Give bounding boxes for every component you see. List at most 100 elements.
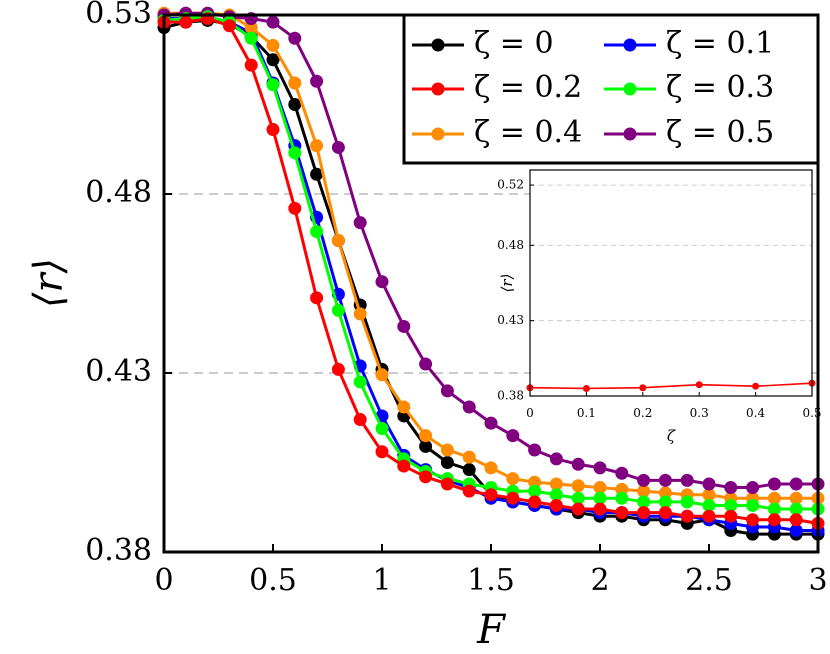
main-data-point bbox=[549, 452, 563, 466]
main-data-point bbox=[375, 368, 389, 382]
inset-y-axis-title: ⟨r⟩ bbox=[498, 274, 516, 293]
main-data-point bbox=[615, 491, 629, 505]
main-data-point bbox=[353, 413, 367, 427]
main-data-point bbox=[789, 513, 803, 527]
main-data-point bbox=[528, 443, 542, 457]
main-data-point bbox=[571, 502, 585, 516]
main-data-point bbox=[266, 38, 280, 52]
main-data-point bbox=[440, 384, 454, 398]
main-data-point bbox=[462, 484, 476, 498]
main-data-point bbox=[397, 319, 411, 333]
inset-x-tick-label: 0.1 bbox=[577, 406, 596, 420]
main-data-point bbox=[222, 19, 236, 33]
main-data-point bbox=[702, 498, 716, 512]
main-data-point bbox=[462, 400, 476, 414]
main-data-point bbox=[637, 484, 651, 498]
main-data-point bbox=[506, 491, 520, 505]
main-data-point bbox=[658, 506, 672, 520]
legend-label: ζ = 0.3 bbox=[666, 70, 774, 105]
inset-data-point bbox=[582, 384, 590, 392]
main-data-point bbox=[528, 484, 542, 498]
main-data-point bbox=[658, 486, 672, 500]
main-data-point bbox=[462, 450, 476, 464]
main-data-point bbox=[767, 477, 781, 491]
main-data-point bbox=[593, 502, 607, 516]
main-data-point bbox=[702, 488, 716, 502]
main-data-point bbox=[484, 416, 498, 430]
main-data-point bbox=[506, 429, 520, 443]
legend-entry: ζ = 0.4 bbox=[412, 115, 582, 150]
main-data-point bbox=[789, 491, 803, 505]
main-data-point bbox=[724, 509, 738, 523]
main-x-tick-label: 2.5 bbox=[685, 563, 733, 598]
main-data-point bbox=[789, 502, 803, 516]
main-data-point bbox=[615, 506, 629, 520]
inset-data-point bbox=[752, 382, 760, 390]
legend-entry: ζ = 0.5 bbox=[604, 115, 774, 150]
main-data-point bbox=[637, 473, 651, 487]
main-data-point bbox=[767, 491, 781, 505]
main-data-point bbox=[310, 291, 324, 305]
inset-chart: 0 0.1 0.2 0.3 0.4 0.5 0.38 0.43 0.48 0.52 ζ ⟨r⟩ bbox=[497, 169, 822, 445]
legend-marker bbox=[623, 82, 637, 96]
main-data-point bbox=[637, 495, 651, 509]
main-series-group bbox=[157, 6, 825, 541]
main-x-axis-title: F bbox=[476, 607, 506, 653]
main-data-point bbox=[746, 481, 760, 495]
inset-data-point bbox=[695, 381, 703, 389]
main-data-point bbox=[310, 139, 324, 153]
main-data-point bbox=[484, 461, 498, 475]
main-data-point bbox=[549, 498, 563, 512]
main-data-point bbox=[637, 506, 651, 520]
main-data-point bbox=[310, 225, 324, 239]
legend: ζ = 0 ζ = 0.1 ζ = 0.2 ζ = 0.3 ζ = 0.4 ζ = 0.5 bbox=[402, 13, 820, 165]
main-data-point bbox=[571, 457, 585, 471]
main-data-point bbox=[702, 477, 716, 491]
main-data-point bbox=[397, 400, 411, 414]
inset-data-point bbox=[639, 384, 647, 392]
inset-x-tick-label: 0.5 bbox=[802, 406, 821, 420]
legend-label: ζ = 0.2 bbox=[474, 70, 582, 105]
legend-marker bbox=[431, 127, 445, 141]
main-y-tick-label: 0.43 bbox=[85, 354, 152, 389]
inset-y-tick-label: 0.43 bbox=[497, 313, 524, 327]
inset-tick-labels: 0 0.1 0.2 0.3 0.4 0.5 0.38 0.43 0.48 0.52 bbox=[497, 178, 821, 420]
main-data-point bbox=[266, 15, 280, 29]
main-y-tick-label: 0.38 bbox=[85, 533, 152, 568]
main-series-4 bbox=[157, 6, 825, 505]
main-data-point bbox=[266, 123, 280, 137]
main-data-point bbox=[419, 439, 433, 453]
legend-label: ζ = 0.4 bbox=[474, 115, 582, 150]
inset-plot-frame bbox=[529, 169, 813, 397]
main-data-point bbox=[789, 477, 803, 491]
main-data-point bbox=[331, 140, 345, 154]
main-data-point bbox=[549, 488, 563, 502]
main-data-point bbox=[549, 477, 563, 491]
legend-label: ζ = 0 bbox=[474, 26, 554, 61]
main-data-point bbox=[440, 477, 454, 491]
main-data-point bbox=[746, 498, 760, 512]
main-data-point bbox=[528, 475, 542, 489]
main-x-tick-label: 0 bbox=[154, 563, 173, 598]
main-data-point bbox=[419, 357, 433, 371]
main-data-point bbox=[702, 509, 716, 523]
main-x-tick-label: 2 bbox=[590, 563, 609, 598]
main-data-point bbox=[440, 443, 454, 457]
legend-label: ζ = 0.5 bbox=[666, 115, 774, 150]
main-data-point bbox=[244, 31, 258, 45]
main-data-point bbox=[419, 470, 433, 484]
main-data-point bbox=[288, 201, 302, 215]
main-data-point bbox=[571, 491, 585, 505]
main-data-point bbox=[419, 429, 433, 443]
inset-x-axis-title: ζ bbox=[667, 427, 676, 445]
main-data-point bbox=[331, 234, 345, 248]
main-data-point bbox=[484, 488, 498, 502]
main-data-point bbox=[375, 275, 389, 289]
main-data-point bbox=[331, 362, 345, 376]
main-data-point bbox=[375, 445, 389, 459]
main-data-point bbox=[593, 481, 607, 495]
main-data-point bbox=[789, 524, 803, 538]
inset-y-tick-label: 0.52 bbox=[497, 178, 524, 192]
main-data-point bbox=[179, 15, 193, 29]
main-data-point bbox=[615, 466, 629, 480]
